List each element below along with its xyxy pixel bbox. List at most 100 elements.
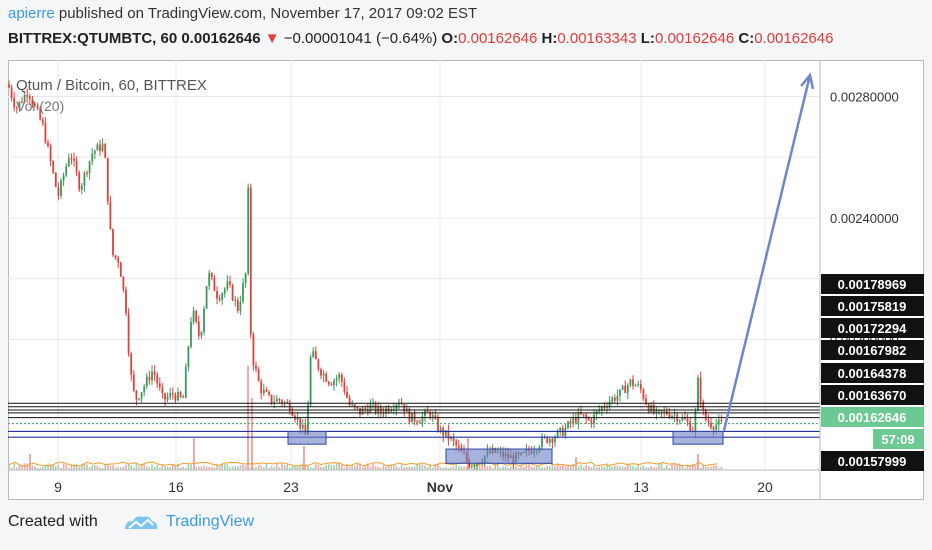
volume-bar (663, 467, 665, 470)
price-level-label-bg (821, 296, 924, 316)
volume-bar (86, 464, 88, 470)
candle-body (257, 369, 260, 382)
publish-info: apierre published on TradingView.com, No… (8, 5, 477, 22)
candle-body (130, 353, 133, 375)
author-link[interactable]: apierre (8, 5, 55, 22)
candle-body (104, 144, 107, 158)
close-label: C: (738, 30, 755, 47)
candle-body (314, 351, 317, 360)
candle-body (213, 277, 216, 292)
volume-bar (333, 465, 335, 470)
candle-body (598, 410, 601, 412)
tradingview-brand[interactable]: TradingView (166, 513, 255, 530)
volume-bar (216, 463, 218, 470)
candle-body (260, 381, 263, 394)
countdown-bg (873, 429, 924, 449)
volume-bar (317, 464, 320, 470)
candle-body (720, 419, 723, 422)
volume-bar (330, 465, 333, 470)
volume-bar (47, 463, 49, 470)
candle-body (304, 424, 307, 435)
candle-body (179, 391, 182, 397)
volume-bar (159, 467, 161, 470)
volume-bar (523, 466, 525, 470)
volume-spike (251, 398, 253, 470)
last-price: 0.00162646 (181, 30, 265, 47)
volume-bar (658, 463, 660, 470)
volume-bar (660, 463, 663, 470)
chart-canvas[interactable]: 0.002800000.002400000.002000000.00178969… (8, 60, 924, 500)
volume-bar (707, 467, 710, 470)
candle-body (408, 408, 411, 423)
volume-bar (325, 464, 327, 470)
candle-body (476, 462, 478, 466)
symbol-label: BITTREX:QTUMBTC, 60 (8, 30, 182, 47)
volume-bar (231, 466, 234, 470)
candle-body (642, 389, 645, 399)
volume-bar (582, 466, 585, 470)
volume-bar (49, 463, 52, 470)
candle-body (416, 421, 419, 423)
candle-body (234, 299, 237, 301)
volume-bar (57, 465, 60, 470)
volume-bar (335, 463, 338, 470)
volume-bar (161, 464, 164, 470)
volume-bar (655, 466, 658, 470)
candle-body (684, 417, 686, 420)
volume-bar (75, 463, 78, 470)
candle-body (400, 403, 403, 405)
candle-body (117, 257, 120, 263)
volume-bar (429, 464, 431, 470)
volume-bar (369, 466, 372, 470)
volume-bar (16, 467, 18, 470)
candle-body (593, 414, 595, 424)
candle-body (452, 437, 455, 441)
candle-body (96, 144, 99, 151)
candle-body (572, 417, 575, 423)
volume-bar (455, 463, 457, 470)
volume-bar (699, 467, 702, 470)
price-change: −0.00001041 (−0.64%) (279, 30, 442, 47)
price-tick-label: 0.00280000 (830, 89, 899, 104)
volume-bar (645, 467, 647, 470)
candle-body (663, 410, 666, 412)
tradingview-logo-icon[interactable] (123, 513, 159, 533)
candle-body (15, 107, 18, 109)
candle-body (364, 408, 367, 410)
candle-body (626, 384, 629, 393)
volume-bar (273, 467, 275, 470)
candle-body (327, 381, 330, 385)
demand-zone-box (287, 430, 327, 445)
candle-body (632, 379, 634, 386)
open-label: O: (441, 30, 459, 47)
volume-bar (221, 463, 223, 470)
volume-bar (434, 463, 437, 470)
candle-body (356, 406, 359, 408)
volume-bar (96, 465, 99, 470)
symbol-info: BITTREX:QTUMBTC, 60 0.00162646 ▼ −0.0000… (8, 30, 924, 47)
volume-bar (650, 466, 652, 470)
volume-bar (302, 463, 304, 470)
candle-body (671, 415, 673, 418)
volume-bar (133, 467, 135, 470)
candle-body (715, 424, 718, 430)
volume-bar (517, 467, 520, 470)
candle-body (429, 411, 432, 417)
candle-body (704, 410, 707, 421)
candle-body (668, 414, 671, 418)
candle-body (434, 415, 437, 419)
candle-body (426, 410, 429, 412)
candle-body (205, 286, 208, 309)
volume-bar (130, 465, 132, 470)
volume-bar (283, 464, 286, 470)
price-level-label-bg (821, 318, 924, 338)
volume-bar (55, 465, 57, 470)
volume-bar (385, 466, 387, 470)
candle-body (619, 389, 621, 396)
volume-bar (356, 463, 359, 470)
candle-body (359, 407, 361, 415)
volume-bar (224, 464, 226, 470)
candle-body (286, 402, 289, 404)
volume-bar (312, 467, 314, 470)
volume-bar (393, 464, 395, 470)
